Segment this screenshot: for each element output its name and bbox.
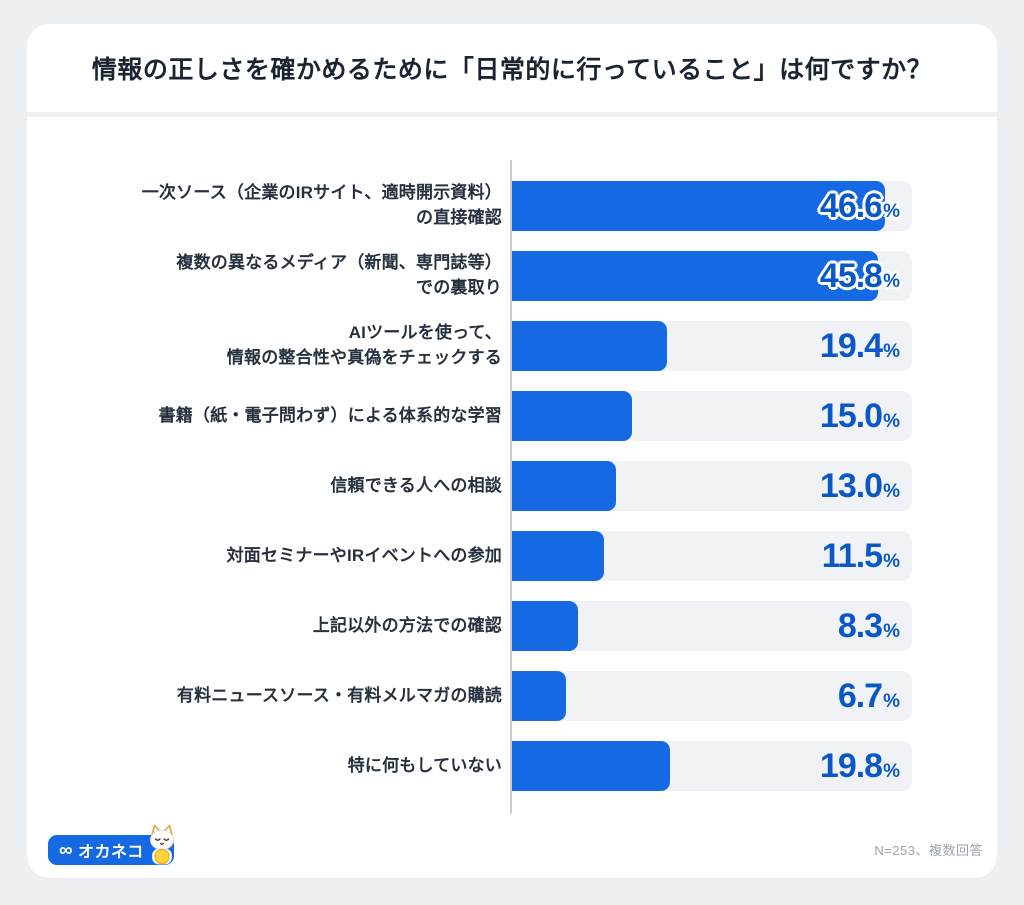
value-label: 45.8% (820, 259, 900, 293)
value-number: 8.3 (837, 607, 883, 645)
percent-sign: % (883, 621, 900, 642)
category-label: 複数の異なるメディア（新聞、専門誌等） での裏取り (176, 253, 502, 297)
percent-sign: % (883, 761, 900, 782)
bar-trackwrap: 19.4% (512, 321, 912, 371)
bar-trackwrap: 11.5% (512, 531, 912, 581)
bar-track (512, 531, 912, 581)
bar (512, 321, 668, 371)
value-label: 11.5% (822, 539, 900, 573)
bar (512, 251, 879, 301)
chart-rows: 一次ソース（企業のIRサイト、適時開示資料） の直接確認 46.6% 複数の異なるメデ… (27, 181, 912, 791)
value-number: 19.8 (819, 747, 883, 785)
bar-track (512, 671, 912, 721)
card-footer: ∞ オカネコ N=253、複数回答 (27, 811, 997, 865)
bar-trackwrap: 15.0% (512, 391, 912, 441)
value-label: 8.3% (838, 609, 900, 643)
infinity-logo-icon: ∞ (59, 839, 74, 861)
bar-track (512, 391, 912, 441)
bar-track (512, 461, 912, 511)
chart-row: 複数の異なるメディア（新聞、専門誌等） での裏取り 45.8% (27, 251, 912, 301)
bar-trackwrap: 19.8% (512, 741, 912, 791)
value-label: 6.7% (838, 679, 900, 713)
chart-row: 信頼できる人への相談 13.0% (27, 461, 912, 511)
bar-track (512, 181, 912, 231)
bar (512, 671, 566, 721)
category-label: 信頼できる人への相談 (330, 475, 502, 495)
value-label: 19.4% (820, 329, 900, 363)
chart-row: 書籍（紙・電子問わず）による体系的な学習 15.0% (27, 391, 912, 441)
value-number: 45.8 (819, 257, 883, 295)
bar-trackwrap: 13.0% (512, 461, 912, 511)
value-label: 46.6% (820, 189, 900, 223)
category-label: 一次ソース（企業のIRサイト、適時開示資料） の直接確認 (141, 183, 502, 227)
value-label: 15.0% (820, 399, 900, 433)
value-number: 19.4 (819, 327, 883, 365)
bar-track (512, 321, 912, 371)
value-number: 46.6 (819, 187, 883, 225)
bar-trackwrap: 46.6% (512, 181, 912, 231)
percent-sign: % (883, 341, 900, 362)
bar (512, 391, 632, 441)
chart-axis-line (510, 160, 512, 814)
chart-row: 特に何もしていない 19.8% (27, 741, 912, 791)
value-number: 11.5 (821, 537, 883, 575)
bar-trackwrap: 6.7% (512, 671, 912, 721)
bar (512, 601, 579, 651)
logo-text: オカネコ (78, 844, 144, 861)
value-number: 13.0 (819, 467, 883, 505)
category-label: 有料ニュースソース・有料メルマガの購読 (176, 685, 502, 705)
category-label: AIツールを使って、 情報の整合性や真偽をチェックする (226, 323, 502, 367)
category-label: 対面セミナーやIRイベントへの参加 (226, 545, 502, 565)
bar (512, 461, 616, 511)
chart-row: 一次ソース（企業のIRサイト、適時開示資料） の直接確認 46.6% (27, 181, 912, 231)
page-title: 情報の正しさを確かめるために「日常的に行っていること」は何ですか？ (91, 56, 933, 84)
value-label: 13.0% (820, 469, 900, 503)
bar-track (512, 601, 912, 651)
bar (512, 741, 671, 791)
title-band: 情報の正しさを確かめるために「日常的に行っていること」は何ですか？ (27, 24, 997, 112)
bar-trackwrap: 45.8% (512, 251, 912, 301)
sample-size-note: N=253、複数回答 (874, 843, 983, 858)
value-number: 6.7 (837, 677, 883, 715)
value-label: 19.8% (820, 749, 900, 783)
okaneko-logo: ∞ オカネコ (48, 824, 174, 865)
bar (512, 531, 604, 581)
category-label: 特に何もしていない (347, 755, 502, 775)
percent-sign: % (883, 411, 900, 432)
category-label: 書籍（紙・電子問わず）による体系的な学習 (158, 405, 502, 425)
chart-row: 上記以外の方法での確認 8.3% (27, 601, 912, 651)
percent-sign: % (883, 481, 900, 502)
chart-row: AIツールを使って、 情報の整合性や真偽をチェックする 19.4% (27, 321, 912, 371)
percent-sign: % (883, 271, 900, 292)
percent-sign: % (883, 551, 900, 572)
infographic-card: 情報の正しさを確かめるために「日常的に行っていること」は何ですか？ 一次ソース（… (27, 24, 997, 878)
percent-sign: % (883, 691, 900, 712)
percent-sign: % (883, 201, 900, 222)
bar-track (512, 741, 912, 791)
bar (512, 181, 885, 231)
bar-chart: 一次ソース（企業のIRサイト、適時開示資料） の直接確認 46.6% 複数の異なるメデ… (27, 117, 997, 814)
category-label: 上記以外の方法での確認 (312, 615, 502, 635)
value-number: 15.0 (819, 397, 883, 435)
chart-row: 有料ニュースソース・有料メルマガの購読 6.7% (27, 671, 912, 721)
bar-trackwrap: 8.3% (512, 601, 912, 651)
cat-mascot-icon (145, 824, 179, 870)
title-divider (27, 112, 997, 117)
chart-row: 対面セミナーやIRイベントへの参加 11.5% (27, 531, 912, 581)
bar-track (512, 251, 912, 301)
